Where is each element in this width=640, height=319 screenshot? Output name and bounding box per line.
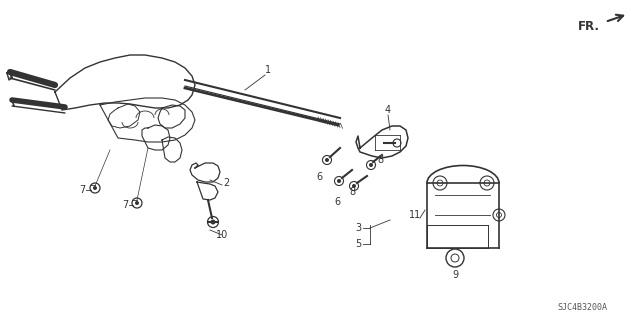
Text: 7: 7 bbox=[79, 185, 85, 195]
Text: 11: 11 bbox=[409, 210, 421, 220]
Text: 2: 2 bbox=[223, 178, 229, 188]
Circle shape bbox=[352, 184, 356, 188]
Text: 5: 5 bbox=[355, 239, 361, 249]
Text: 6: 6 bbox=[316, 172, 322, 182]
Text: 6: 6 bbox=[334, 197, 340, 207]
Text: FR.: FR. bbox=[578, 20, 600, 33]
Circle shape bbox=[369, 163, 373, 167]
Text: 1: 1 bbox=[265, 65, 271, 75]
Circle shape bbox=[93, 186, 97, 190]
Text: 7: 7 bbox=[122, 200, 128, 210]
Circle shape bbox=[337, 179, 341, 183]
Circle shape bbox=[325, 158, 329, 162]
Text: 10: 10 bbox=[216, 230, 228, 240]
Circle shape bbox=[211, 219, 216, 225]
Text: 3: 3 bbox=[355, 223, 361, 233]
Text: 8: 8 bbox=[349, 187, 355, 197]
Text: 4: 4 bbox=[385, 105, 391, 115]
Text: 9: 9 bbox=[452, 270, 458, 280]
Text: SJC4B3200A: SJC4B3200A bbox=[557, 303, 607, 313]
Text: 8: 8 bbox=[377, 155, 383, 165]
Circle shape bbox=[135, 201, 139, 205]
